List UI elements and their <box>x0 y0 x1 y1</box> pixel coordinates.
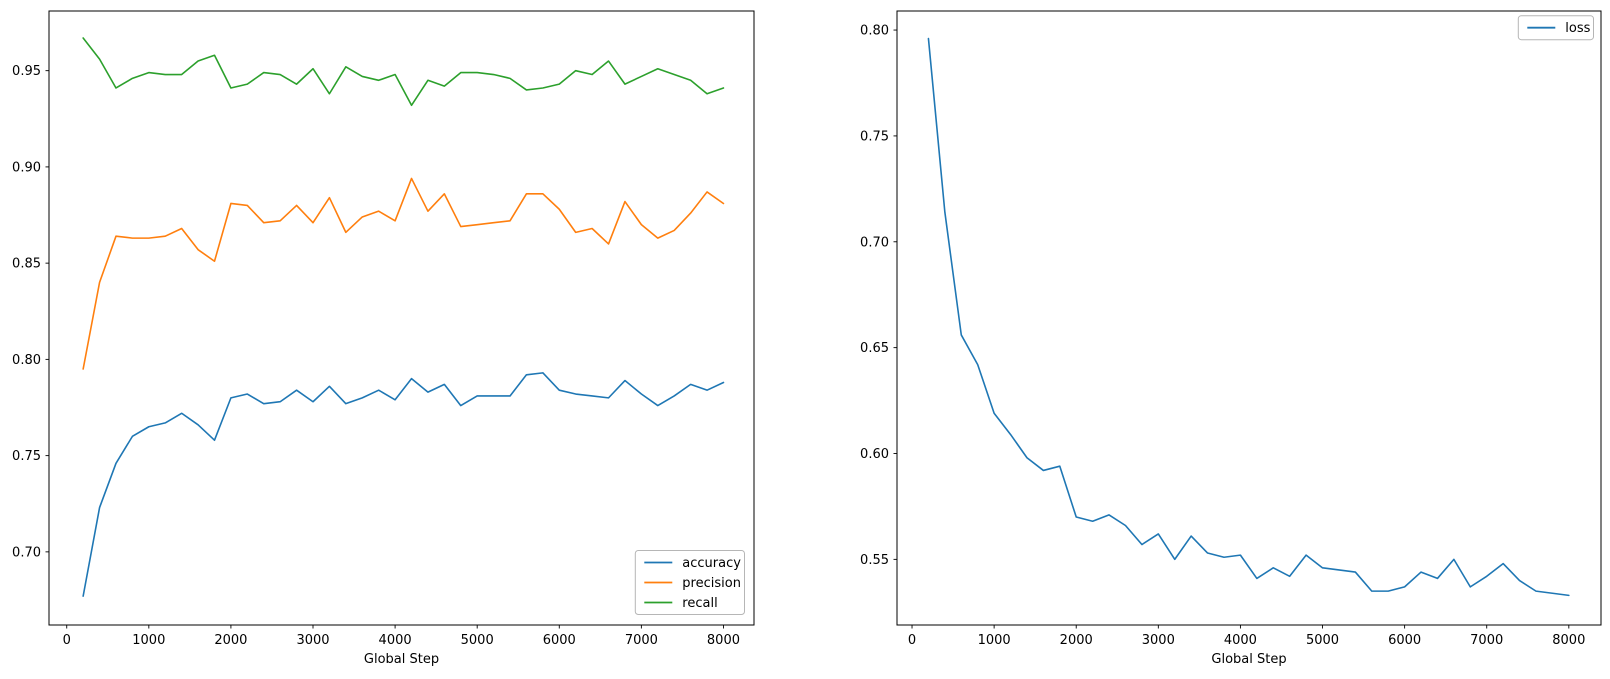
legend: loss <box>1517 15 1595 41</box>
x-tick-label: 1000 <box>132 633 165 648</box>
series-precision-line <box>82 177 725 370</box>
legend: accuracy precision recall <box>634 550 745 615</box>
x-tick-label: 4000 <box>1224 633 1257 648</box>
x-tick-label: 5000 <box>461 633 494 648</box>
y-tick-label: 0.80 <box>12 353 41 368</box>
series-accuracy-line <box>82 372 725 597</box>
legend-label: accuracy <box>682 556 741 571</box>
x-tick-label: 5000 <box>1306 633 1339 648</box>
x-axis-label: Global Step <box>1211 652 1286 667</box>
y-tick-label: 0.70 <box>12 545 41 560</box>
x-tick-label: 4000 <box>379 633 412 648</box>
y-tick-label: 0.75 <box>860 129 889 144</box>
axes-frame <box>48 10 755 626</box>
x-axis-label: Global Step <box>364 652 439 667</box>
axes-panel-left: 0 1000 2000 3000 4000 5000 6000 7000 8000 0.70 0.7… <box>12 10 755 667</box>
x-tick-label: 7000 <box>625 633 658 648</box>
legend-box <box>1517 15 1595 41</box>
y-tick-label: 0.70 <box>860 235 889 250</box>
x-tick-label: 2000 <box>1060 633 1093 648</box>
x-tick-label: 2000 <box>214 633 247 648</box>
y-tick-label: 0.75 <box>12 449 41 464</box>
legend-label: loss <box>1565 21 1590 36</box>
y-tick-label: 0.90 <box>12 160 41 175</box>
x-tick-label: 3000 <box>296 633 329 648</box>
y-tick-label: 0.85 <box>12 257 41 272</box>
x-tick-label: 6000 <box>543 633 576 648</box>
axes-frame <box>896 10 1602 626</box>
y-tick-label: 0.95 <box>12 64 41 79</box>
x-tick-label: 0 <box>908 633 916 648</box>
series-recall-line <box>82 37 725 107</box>
x-tick-label: 8000 <box>1552 633 1585 648</box>
series-loss-line <box>927 37 1570 597</box>
legend-label: recall <box>682 596 717 611</box>
x-tick-label: 8000 <box>707 633 740 648</box>
x-tick-label: 7000 <box>1470 633 1503 648</box>
y-tick-label: 0.55 <box>860 553 889 568</box>
legend-box <box>634 550 745 615</box>
x-tick-label: 1000 <box>978 633 1011 648</box>
y-tick-label: 0.65 <box>860 341 889 356</box>
axes-panel-right: 0 1000 2000 3000 4000 5000 6000 7000 8000 0.55 0.6… <box>860 10 1602 667</box>
legend-label: precision <box>682 576 741 591</box>
y-tick-label: 0.80 <box>860 24 889 39</box>
x-tick-label: 0 <box>63 633 71 648</box>
y-tick-label: 0.60 <box>860 447 889 462</box>
x-tick-label: 6000 <box>1388 633 1421 648</box>
x-tick-label: 3000 <box>1142 633 1175 648</box>
